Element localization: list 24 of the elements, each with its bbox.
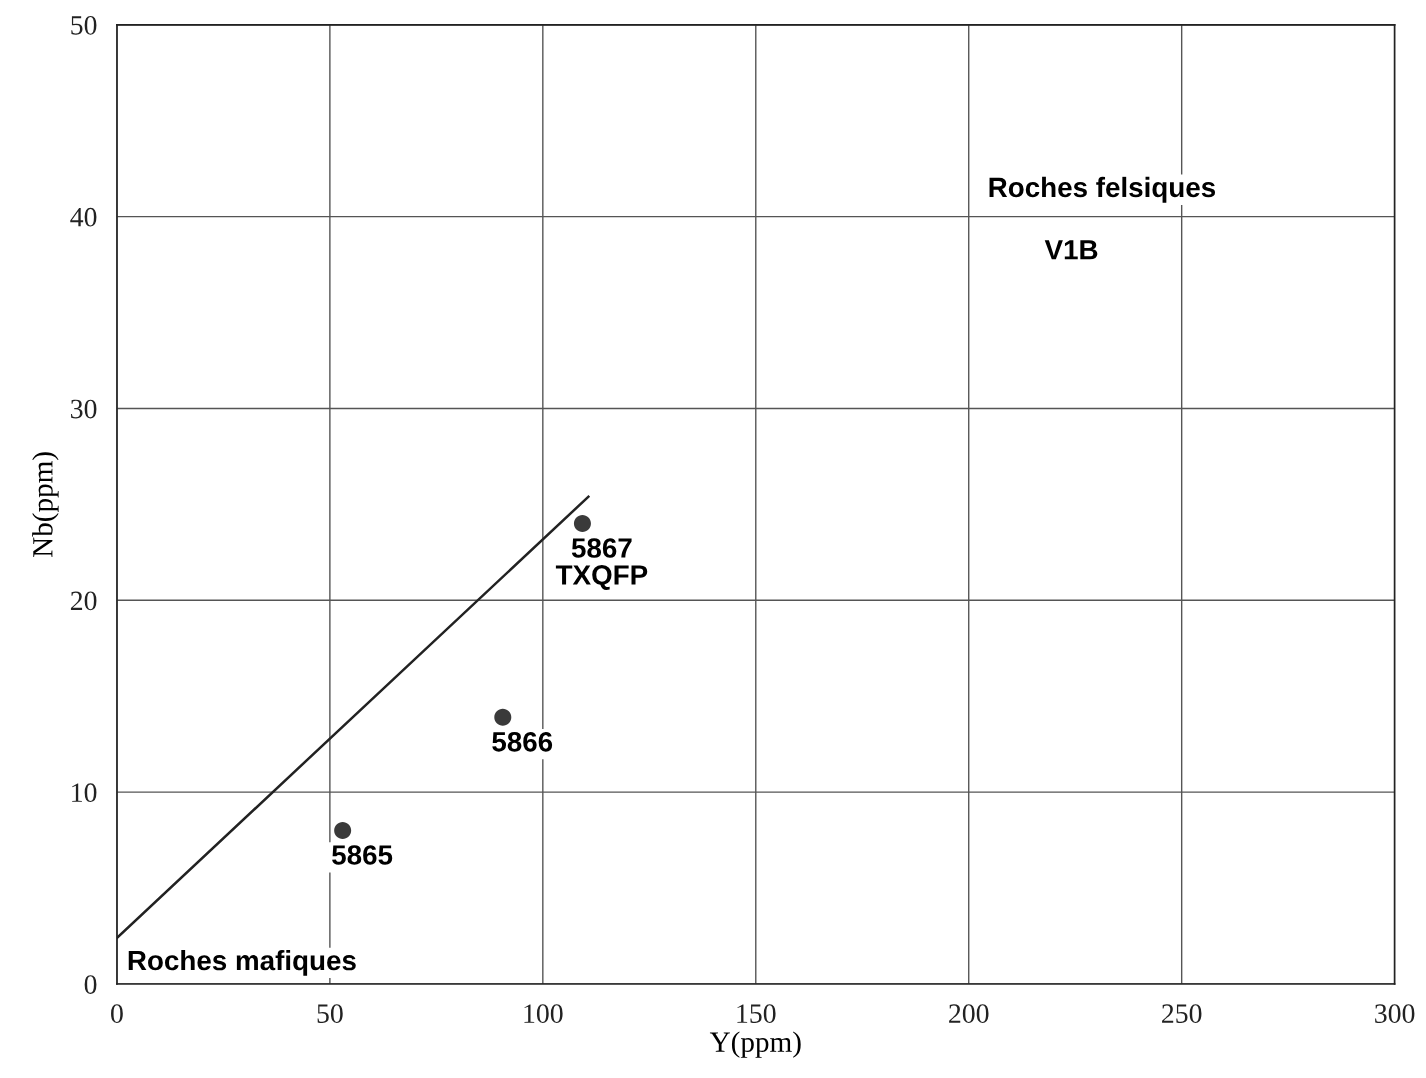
annotation: Roches felsiques [989,176,1216,203]
y-tick-label: 0 [84,975,97,994]
x-tick-label: 300 [1375,1004,1415,1023]
y-tick-label: 20 [70,591,97,611]
y-tick-label: 10 [72,783,97,803]
annotation: 5865 [332,845,393,865]
annotation: V1B [1044,240,1098,260]
point [494,708,512,726]
annotation: Roches mafiques [128,949,356,976]
x-axis-title: Y(ppm) [709,1031,801,1058]
annotation: 5866 [492,731,553,752]
x-tick-label: 100 [524,1004,563,1023]
y-axis-title: Nb(ppm) [32,452,59,558]
x-tick-label: 150 [737,1004,776,1023]
point [573,515,591,533]
y-tick-label: 50 [71,15,97,35]
x-tick-label: 0 [111,1004,123,1023]
x-tick-label: 200 [949,1004,989,1023]
y-tick-label: 40 [70,207,97,227]
x-tick-label: 50 [317,1004,343,1023]
annotation: 5867 TXQFP [555,538,648,590]
point [334,822,352,840]
y-tick-label: 30 [71,399,97,419]
x-tick-label: 250 [1162,1004,1202,1023]
